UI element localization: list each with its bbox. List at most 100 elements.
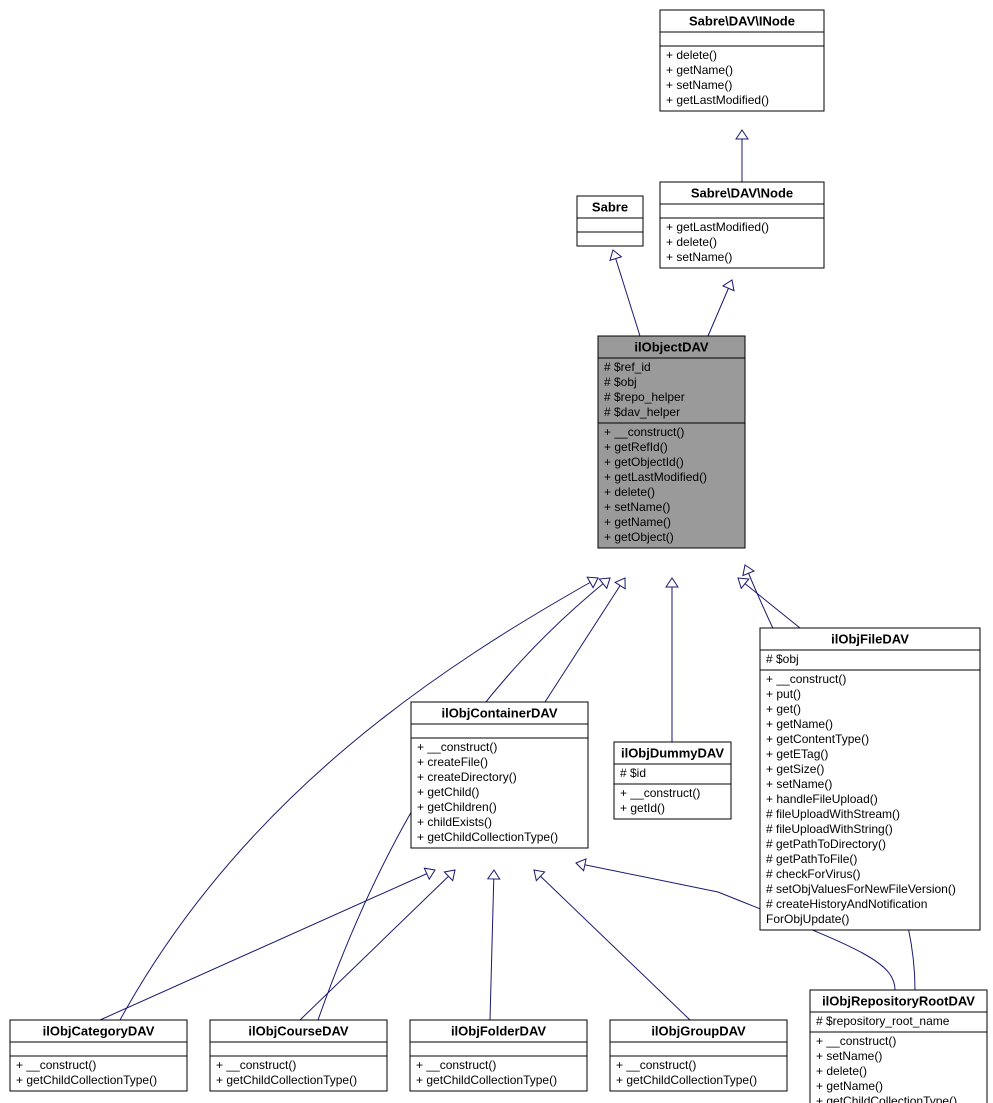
class-title-containerdav: ilObjContainerDAV [441,705,557,720]
class-method-davnode-0: + getLastModified() [666,220,769,234]
class-title-ilobjdav: ilObjectDAV [634,339,708,354]
arrowhead-davnode-inode [736,130,748,139]
class-title-groupdav: ilObjGroupDAV [651,1023,746,1038]
class-box-davnode: Sabre\DAV\Node + getLastModified()+ delet… [660,182,824,268]
class-method-inode-2: + setName() [666,78,732,92]
class-method-reporootdav-2: + delete() [816,1064,867,1078]
edge-folderdav-containerdav [490,870,494,1020]
class-method-filedav-6: + getSize() [766,762,824,776]
class-attr-dummydav-0: # $id [620,766,646,780]
class-method-ilobjdav-2: + getObjectId() [604,455,684,469]
class-method-filedav-11: # getPathToDirectory() [766,837,886,851]
class-method-filedav-10: # fileUploadWithString() [766,822,893,836]
class-method-dummydav-0: + __construct() [620,786,700,800]
class-method-containerdav-5: + childExists() [417,815,492,829]
class-title-sabre: Sabre [592,199,628,214]
class-box-filedav: ilObjFileDAV # $obj + __construct()+ put()… [760,628,980,930]
class-title-filedav: ilObjFileDAV [831,631,909,646]
class-title-reporootdav: ilObjRepositoryRootDAV [822,993,975,1008]
class-method-folderdav-0: + __construct() [416,1058,496,1072]
class-method-filedav-1: + put() [766,687,801,701]
class-title-inode: Sabre\DAV\INode [689,13,795,28]
class-method-containerdav-1: + createFile() [417,755,488,769]
class-method-filedav-0: + __construct() [766,672,846,686]
class-attr-filedav-0: # $obj [766,652,799,666]
class-method-reporootdav-1: + setName() [816,1049,882,1063]
class-method-filedav-12: # getPathToFile() [766,852,857,866]
class-method-filedav-7: + setName() [766,777,832,791]
class-method-containerdav-6: + getChildCollectionType() [417,830,558,844]
arrowhead-coursedav-ilobjdav [599,578,610,588]
edge-coursedav-containerdav [300,870,455,1020]
class-method-filedav-2: + get() [766,702,801,716]
class-method-filedav-3: + getName() [766,717,833,731]
class-method-filedav-14: # setObjValuesForNewFileVersion() [766,882,956,896]
class-method-filedav-15: # createHistoryAndNotification [766,897,927,911]
class-method-ilobjdav-6: + getName() [604,515,671,529]
class-method-davnode-2: + setName() [666,250,732,264]
class-method-davnode-1: + delete() [666,235,717,249]
class-box-folderdav: ilObjFolderDAV + __construct()+ getChildC… [410,1020,587,1091]
class-method-filedav-13: # checkForVirus() [766,867,860,881]
class-title-davnode: Sabre\DAV\Node [691,185,793,200]
class-box-sabre: Sabre [577,196,643,246]
class-method-containerdav-4: + getChildren() [417,800,497,814]
class-method-containerdav-3: + getChild() [417,785,479,799]
class-method-ilobjdav-1: + getRefId() [604,440,668,454]
class-method-filedav-9: # fileUploadWithStream() [766,807,900,821]
class-attr-ilobjdav-1: # $obj [604,375,637,389]
arrowhead-dummydav-ilobjdav [666,578,678,587]
class-title-dummydav: ilObjDummyDAV [621,745,724,760]
class-box-reporootdav: ilObjRepositoryRootDAV # $repository_root… [810,990,987,1103]
class-method-inode-1: + getName() [666,63,733,77]
class-method-coursedav-1: + getChildCollectionType() [216,1073,357,1087]
class-method-reporootdav-4: + getChildCollectionType() [816,1094,957,1103]
class-method-filedav-4: + getContentType() [766,732,869,746]
class-box-containerdav: ilObjContainerDAV+ __construct()+ create… [411,702,588,848]
class-method-categorydav-0: + __construct() [16,1058,96,1072]
class-method-reporootdav-3: + getName() [816,1079,883,1093]
arrowhead-containerdav-ilobjdav [615,578,625,589]
class-box-dummydav: ilObjDummyDAV # $id + __construct()+ getId… [614,742,731,819]
class-method-filedav-5: + getETag() [766,747,828,761]
arrowhead-reporootdav-containerdav [576,859,586,871]
class-box-groupdav: ilObjGroupDAV + __construct()+ getChildCo… [610,1020,787,1091]
class-attr-ilobjdav-0: # $ref_id [604,360,651,374]
class-method-groupdav-0: + __construct() [616,1058,696,1072]
class-box-inode: Sabre\DAV\INode + delete()+ getName()+ se… [660,10,824,111]
class-method-containerdav-2: + createDirectory() [417,770,517,784]
arrowhead-filedav-ilobjdav [738,578,749,588]
class-method-reporootdav-0: + __construct() [816,1034,896,1048]
class-method-dummydav-1: + getId() [620,801,665,815]
class-method-ilobjdav-7: + getObject() [604,530,674,544]
class-method-groupdav-1: + getChildCollectionType() [616,1073,757,1087]
uml-diagram: Sabre\DAV\INode+ delete()+ getName()+ se… [0,0,993,1103]
class-title-categorydav: ilObjCategoryDAV [43,1023,155,1038]
class-method-ilobjdav-4: + delete() [604,485,655,499]
edge-categorydav-containerdav [100,870,435,1020]
class-method-categorydav-1: + getChildCollectionType() [16,1073,157,1087]
class-method-containerdav-0: + __construct() [417,740,497,754]
class-method-ilobjdav-5: + setName() [604,500,670,514]
class-method-folderdav-1: + getChildCollectionType() [416,1073,557,1087]
class-method-inode-0: + delete() [666,48,717,62]
class-method-coursedav-0: + __construct() [216,1058,296,1072]
arrowhead-categorydav-ilobjdav [587,577,598,587]
class-attr-ilobjdav-2: # $repo_helper [604,390,685,404]
class-box-ilobjdav: ilObjectDAV # $ref_id# $obj# $repo_helper… [598,336,745,548]
class-attr-reporootdav-0: # $repository_root_name [816,1014,950,1028]
edge-ilobjdav-sabre [613,250,640,336]
class-method-ilobjdav-3: + getLastModified() [604,470,707,484]
class-method-ilobjdav-0: + __construct() [604,425,684,439]
class-method-inode-3: + getLastModified() [666,93,769,107]
class-box-categorydav: ilObjCategoryDAV + __construct()+ getChil… [10,1020,187,1091]
arrowhead-folderdav-containerdav [488,870,500,879]
edge-groupdav-containerdav [534,870,690,1020]
class-box-coursedav: ilObjCourseDAV+ __construct()+ getChildC… [210,1020,387,1091]
class-title-folderdav: ilObjFolderDAV [451,1023,546,1038]
class-method-filedav-16: ForObjUpdate() [766,912,849,926]
nodes-layer: Sabre\DAV\INode+ delete()+ getName()+ se… [10,10,987,1103]
edge-containerdav-ilobjdav [545,578,625,702]
class-attr-ilobjdav-3: # $dav_helper [604,405,680,419]
class-method-filedav-8: + handleFileUpload() [766,792,878,806]
